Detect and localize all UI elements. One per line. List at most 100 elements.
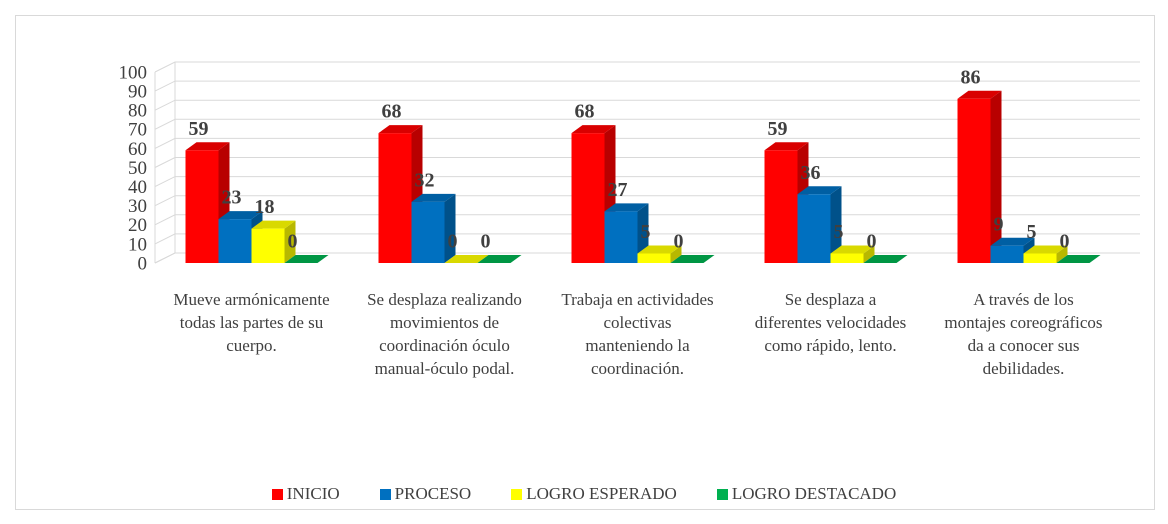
grid-line bbox=[154, 176, 1140, 188]
bar bbox=[1056, 255, 1101, 263]
y-tick-label: 60 bbox=[128, 139, 147, 160]
legend-item: LOGRO ESPERADO bbox=[511, 484, 677, 504]
bar-face bbox=[411, 201, 445, 263]
x-tick-label: Trabaja en actividades colectivas manten… bbox=[561, 290, 714, 378]
bar-face bbox=[637, 253, 671, 263]
bar-face bbox=[444, 255, 489, 263]
grid-line bbox=[154, 61, 1140, 73]
legend-item: LOGRO DESTACADO bbox=[716, 484, 897, 504]
value-label: 32 bbox=[415, 169, 435, 191]
bar-face bbox=[1023, 253, 1057, 263]
bar-face bbox=[637, 245, 682, 254]
bar bbox=[957, 90, 1002, 264]
bar bbox=[284, 255, 329, 263]
bar-face bbox=[797, 194, 831, 263]
bar-face bbox=[764, 150, 798, 263]
value-label: 0 bbox=[867, 231, 877, 253]
legend-label: INICIO bbox=[286, 484, 340, 503]
value-label: 23 bbox=[222, 187, 242, 209]
value-label: 0 bbox=[288, 231, 298, 253]
value-label: 0 bbox=[1060, 231, 1070, 253]
bar bbox=[1023, 245, 1068, 263]
bar-face bbox=[797, 186, 842, 195]
bar bbox=[670, 255, 715, 263]
legend-swatch bbox=[511, 488, 523, 500]
legend: INICIO PROCESO LOGRO ESPERADO LOGRO DESTACA… bbox=[0, 484, 1168, 504]
value-label: 5 bbox=[1027, 221, 1037, 243]
value-label: 68 bbox=[575, 101, 595, 123]
value-label: 59 bbox=[189, 118, 209, 140]
value-label: 0 bbox=[674, 231, 684, 253]
legend-swatch bbox=[271, 488, 283, 500]
bar bbox=[411, 193, 456, 263]
bar-face bbox=[1056, 255, 1101, 263]
x-tick-label: A través de los montajes coreográficos d… bbox=[944, 290, 1103, 378]
x-tick-label: Se desplaza realizando movimientos de co… bbox=[367, 290, 522, 378]
y-tick-label: 20 bbox=[128, 215, 147, 236]
bar-face bbox=[957, 90, 1002, 99]
value-label: 0 bbox=[448, 231, 458, 253]
legend-swatch bbox=[379, 488, 391, 500]
y-tick-label: 70 bbox=[128, 120, 147, 141]
y-tick-label: 100 bbox=[119, 62, 148, 83]
y-tick-label: 80 bbox=[128, 101, 147, 122]
bar-face bbox=[830, 245, 875, 254]
grid-line bbox=[154, 118, 1140, 130]
bar-face bbox=[1023, 245, 1068, 254]
bar-face bbox=[284, 255, 329, 263]
bar bbox=[444, 255, 489, 263]
y-tick-label: 50 bbox=[128, 158, 147, 179]
bar bbox=[797, 186, 842, 263]
legend-item: PROCESO bbox=[379, 484, 471, 504]
y-tick-label: 10 bbox=[128, 234, 147, 255]
bar-face bbox=[378, 133, 412, 263]
bar-face bbox=[957, 98, 991, 264]
bar-face bbox=[830, 186, 842, 263]
y-tick-label: 40 bbox=[128, 177, 147, 198]
chart-border bbox=[15, 15, 1155, 510]
y-tick-label: 30 bbox=[128, 196, 147, 217]
bar-face bbox=[670, 255, 715, 263]
value-label: 5 bbox=[834, 221, 844, 243]
grid-line bbox=[154, 137, 1140, 149]
value-label: 27 bbox=[608, 179, 628, 201]
value-label: 59 bbox=[768, 118, 788, 140]
value-label: 9 bbox=[994, 213, 1004, 235]
x-tick-label: Mueve armónicamente todas las partes de … bbox=[173, 290, 330, 355]
bar bbox=[637, 245, 682, 263]
bar bbox=[830, 245, 875, 263]
bar-face bbox=[284, 220, 296, 263]
bar-face bbox=[990, 90, 1002, 264]
bar-face bbox=[990, 245, 1024, 263]
x-tick-label: Se desplaza a diferentes velocidades com… bbox=[754, 290, 907, 355]
bar-face bbox=[604, 203, 649, 212]
grid-line bbox=[154, 80, 1140, 92]
bar-face bbox=[604, 211, 638, 263]
y-tick-label: 90 bbox=[128, 81, 147, 102]
bar-face bbox=[990, 237, 1035, 246]
bar-face bbox=[863, 255, 908, 263]
value-label: 0 bbox=[481, 231, 491, 253]
bar-face bbox=[764, 142, 809, 151]
bar-face bbox=[670, 245, 682, 263]
bar-face bbox=[218, 211, 263, 220]
bar-face bbox=[571, 125, 616, 134]
bar-face bbox=[218, 219, 252, 263]
value-label: 68 bbox=[382, 101, 402, 123]
value-label: 5 bbox=[641, 221, 651, 243]
legend-item: INICIO bbox=[271, 484, 340, 504]
bar bbox=[251, 220, 296, 263]
bar bbox=[863, 255, 908, 263]
bar bbox=[477, 255, 522, 263]
grid-line bbox=[154, 99, 1140, 111]
legend-label: LOGRO ESPERADO bbox=[526, 484, 677, 503]
bar-face bbox=[444, 193, 456, 263]
bar-face bbox=[411, 193, 456, 202]
legend-swatch bbox=[716, 488, 728, 500]
bar-face bbox=[863, 245, 875, 263]
legend-label: LOGRO DESTACADO bbox=[731, 484, 897, 503]
bar-face bbox=[185, 150, 219, 263]
bar-face bbox=[185, 142, 230, 151]
